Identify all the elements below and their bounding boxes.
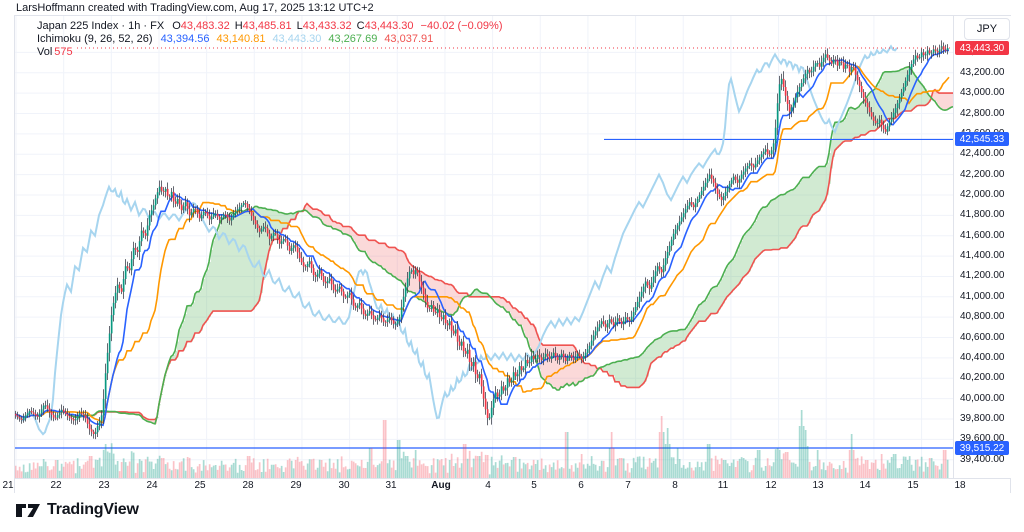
senkou-span-a-line bbox=[66, 65, 953, 425]
price-axis-label: 40,600.00 bbox=[960, 331, 1005, 343]
price-axis-label: 43,000.00 bbox=[960, 87, 1005, 99]
price-axis[interactable]: JPY 43,400.0043,200.0043,000.0042,800.00… bbox=[953, 16, 1011, 478]
time-axis-label: 24 bbox=[146, 480, 158, 491]
ohlc-key: H bbox=[234, 20, 243, 32]
time-axis-label: 4 bbox=[485, 480, 491, 491]
price-axis-label: 39,600.00 bbox=[960, 433, 1005, 445]
legend-volume-row[interactable]: Vol 575 bbox=[37, 46, 502, 59]
senkou-span-b-line bbox=[66, 88, 953, 421]
indicator-value: 43,037.91 bbox=[384, 33, 434, 45]
indicator-values: 43,394.56 43,140.81 43,443.30 43,267.69 43,0… bbox=[161, 33, 441, 45]
volume-value: 575 bbox=[54, 46, 73, 58]
price-axis-label: 40,800.00 bbox=[960, 311, 1005, 323]
price-axis-label: 42,000.00 bbox=[960, 188, 1005, 200]
currency-label: JPY bbox=[976, 23, 998, 35]
chart-widget: Japan 225 Index · 1h · FX O43,483.32 H43,4… bbox=[2, 15, 1011, 493]
price-axis-label: 43,200.00 bbox=[960, 66, 1005, 78]
time-axis-label: 6 bbox=[578, 480, 584, 491]
footer: TradingView bbox=[16, 501, 139, 519]
ohlc-key: C bbox=[356, 20, 365, 32]
time-axis-label: 8 bbox=[672, 480, 678, 491]
indicator-value: 43,394.56 bbox=[160, 33, 210, 45]
time-axis[interactable]: 21 22 23 24 25 28 29 30 31 Aug 4 5 6 7 8 11 12 13 14 15 18 bbox=[2, 478, 1010, 493]
price-badge-blue: 39,515.22 bbox=[955, 441, 1009, 455]
price-axis-label: 40,400.00 bbox=[960, 351, 1005, 363]
time-axis-label: 14 bbox=[859, 480, 871, 491]
change-value: −40.02 (−0.09%) bbox=[420, 20, 503, 32]
time-axis-label: 29 bbox=[290, 480, 302, 491]
header-credit: LarsHoffmann created with TradingView.co… bbox=[16, 2, 374, 14]
time-axis-label: 12 bbox=[765, 480, 777, 491]
time-axis-label: 15 bbox=[907, 480, 919, 491]
ohlc-key: O bbox=[172, 20, 181, 32]
legend[interactable]: Japan 225 Index · 1h · FX O43,483.32 H43,4… bbox=[37, 20, 502, 59]
price-axis-label: 39,800.00 bbox=[960, 413, 1005, 424]
time-axis-label: 28 bbox=[242, 480, 254, 491]
indicator-value: 43,140.81 bbox=[216, 33, 266, 45]
time-axis-label: 22 bbox=[50, 480, 62, 491]
price-axis-label: 41,000.00 bbox=[960, 290, 1005, 302]
ohlc-value: 43,443.30 bbox=[364, 20, 414, 32]
volume-label[interactable]: Vol bbox=[37, 46, 53, 58]
chart-canvas[interactable] bbox=[15, 16, 953, 478]
price-badge-red: 43,443.30 bbox=[955, 41, 1009, 55]
symbol-title[interactable]: Japan 225 Index · 1h · FX bbox=[37, 20, 165, 32]
price-axis-label: 42,200.00 bbox=[960, 168, 1005, 180]
ohlc-key: L bbox=[296, 20, 303, 32]
kijun-sen-line bbox=[15, 65, 950, 424]
price-axis-label: 42,800.00 bbox=[960, 107, 1005, 119]
indicator-title[interactable]: Ichimoku (9, 26, 52, 26) bbox=[37, 33, 153, 45]
ohlc-value: 43,485.81 bbox=[242, 20, 292, 32]
volume-bars-up bbox=[22, 410, 949, 478]
price-badge-blue: 42,545.33 bbox=[955, 132, 1009, 147]
price-axis-label: 41,800.00 bbox=[960, 209, 1005, 221]
time-axis-label: 21 bbox=[2, 480, 14, 491]
chikou-span-line bbox=[15, 44, 898, 436]
time-axis-label: 18 bbox=[954, 480, 966, 491]
ohlc-value: 43,483.32 bbox=[180, 20, 230, 32]
indicator-value: 43,267.69 bbox=[328, 33, 378, 45]
ohlc-values: O43,483.32 H43,485.81 L43,433.32 C43,443.30 bbox=[172, 20, 418, 32]
price-axis-label: 41,200.00 bbox=[960, 270, 1005, 282]
time-axis-label: 25 bbox=[194, 480, 206, 491]
tradingview-logo-icon[interactable] bbox=[16, 502, 41, 519]
tradingview-logo-text[interactable]: TradingView bbox=[47, 501, 139, 518]
price-axis-label: 40,200.00 bbox=[960, 372, 1005, 384]
price-axis-label: 39,400.00 bbox=[960, 453, 1005, 465]
volume-bars-down bbox=[15, 416, 947, 478]
time-axis-label: 13 bbox=[812, 480, 824, 491]
currency-box[interactable]: JPY bbox=[964, 18, 1010, 40]
time-axis-label: 5 bbox=[531, 480, 537, 491]
time-axis-label: 11 bbox=[717, 480, 729, 491]
price-axis-label: 42,400.00 bbox=[960, 148, 1005, 160]
indicator-value: 43,443.30 bbox=[272, 33, 322, 45]
price-axis-label: 41,400.00 bbox=[960, 250, 1005, 262]
legend-indicator-row[interactable]: Ichimoku (9, 26, 52, 26) 43,394.56 43,140.… bbox=[37, 33, 502, 46]
time-axis-label: 31 bbox=[385, 480, 397, 491]
price-axis-label: 40,000.00 bbox=[960, 392, 1005, 404]
time-axis-label: 23 bbox=[98, 480, 110, 491]
candles-down bbox=[15, 46, 947, 434]
time-axis-label: Aug bbox=[431, 480, 451, 491]
time-axis-label: 30 bbox=[338, 480, 350, 491]
ichimoku-cloud-bullish bbox=[67, 66, 933, 419]
time-axis-label: 7 bbox=[625, 480, 631, 491]
legend-symbol-row[interactable]: Japan 225 Index · 1h · FX O43,483.32 H43,4… bbox=[37, 20, 502, 33]
ohlc-value: 43,433.32 bbox=[302, 20, 352, 32]
price-axis-label: 41,600.00 bbox=[960, 229, 1005, 241]
